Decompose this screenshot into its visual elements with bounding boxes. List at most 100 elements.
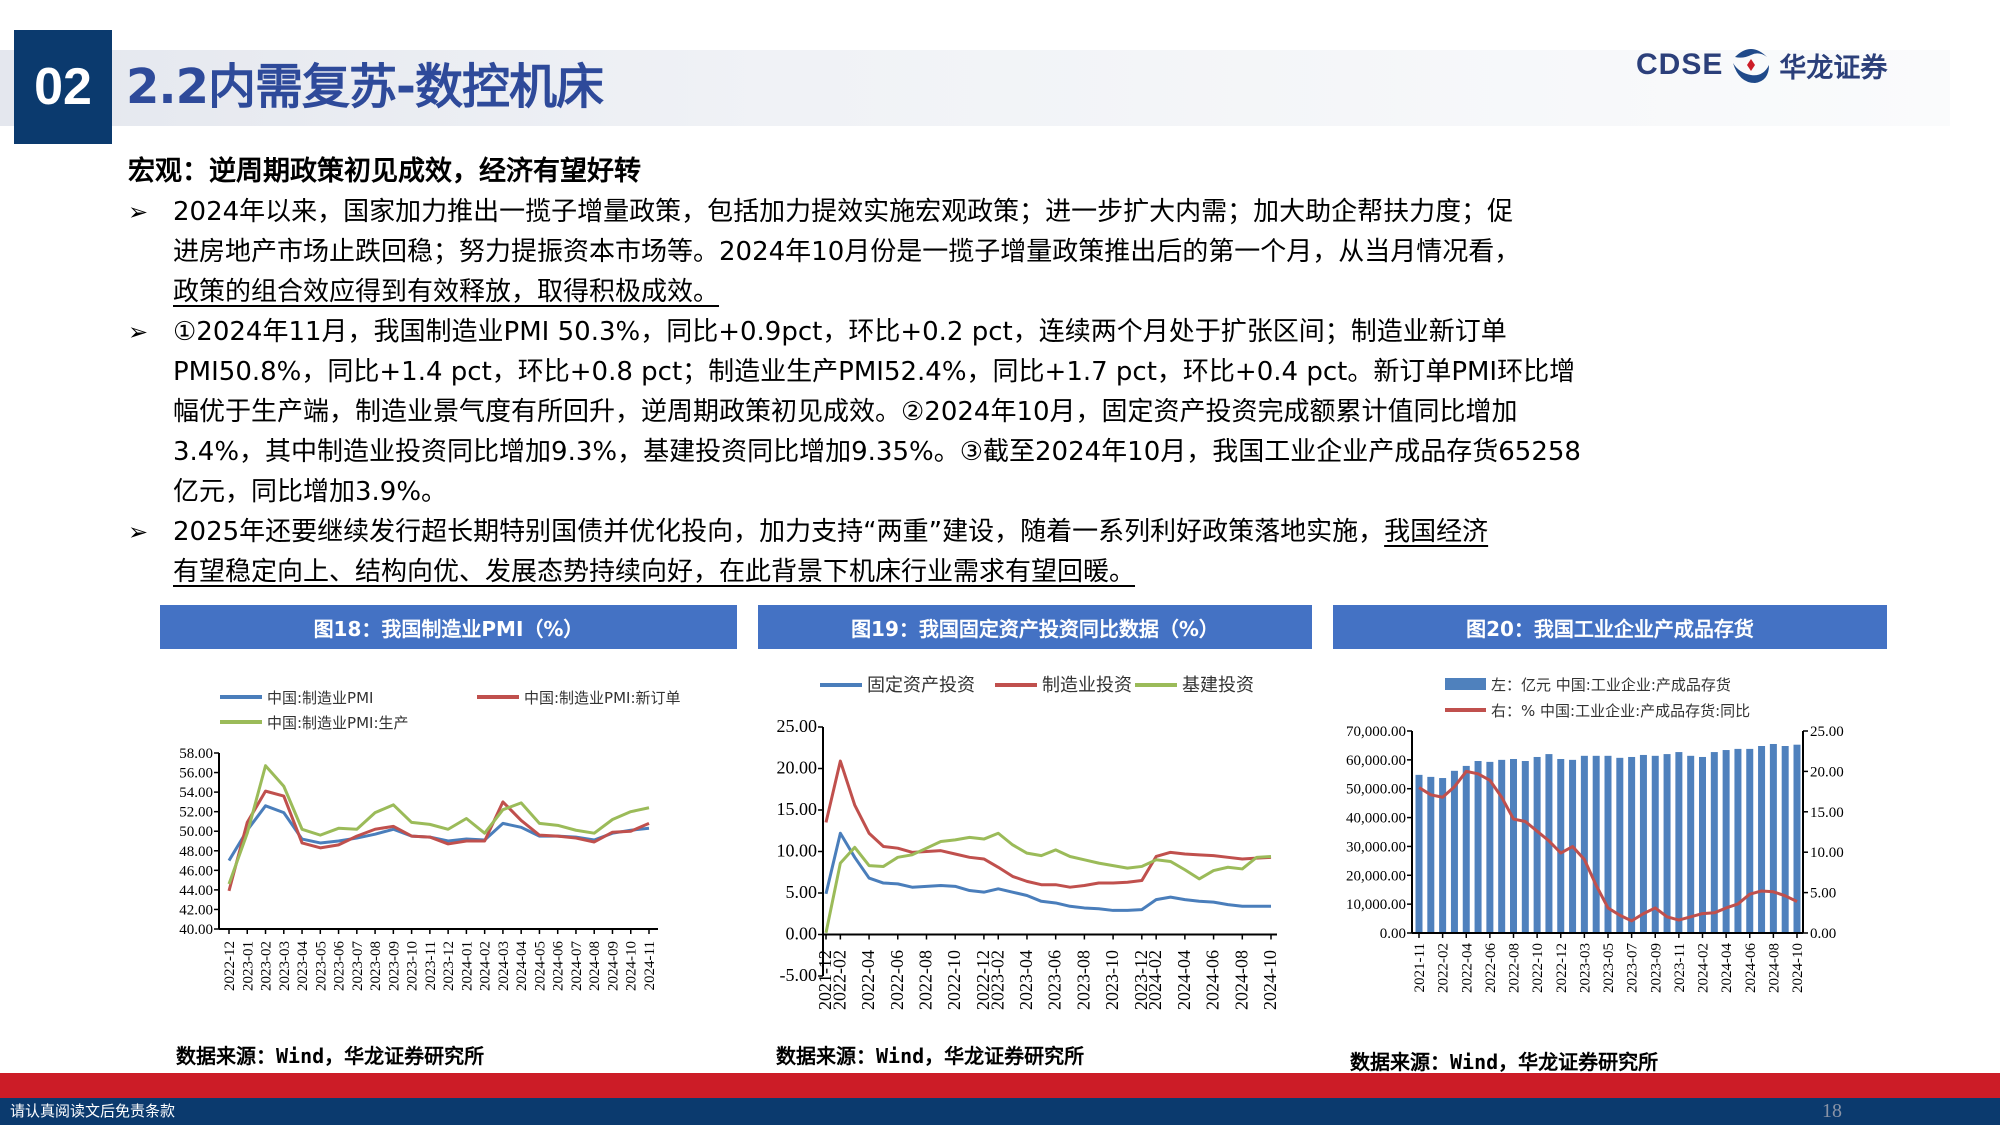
x-tick-label: 2022-02 bbox=[829, 950, 849, 1010]
series-line-2 bbox=[227, 789, 650, 892]
bullet-line: 进房地产市场止跌回稳；努力提振资本市场等。2024年10月份是一揽子增量政策推出… bbox=[173, 232, 1888, 272]
bullet-line: 2025年还要继续发行超长期特别国债并优化投向，加力支持“两重”建设，随着一系列… bbox=[173, 512, 1888, 552]
disclaimer-link[interactable]: 请认真阅读文后免责条款 bbox=[10, 1102, 176, 1120]
x-tick-label: 2023-06 bbox=[1045, 950, 1065, 1010]
x-tick-label: 2023-11 bbox=[423, 941, 439, 990]
legend-label: 固定资产投资 bbox=[867, 675, 975, 696]
x-tick-label: 2022-08 bbox=[915, 950, 935, 1010]
y-tick-label: 46.00 bbox=[179, 863, 213, 879]
bar bbox=[1498, 759, 1506, 933]
footer-navy-band bbox=[0, 1098, 2000, 1125]
bullet-line: ①2024年11月，我国制造业PMI 50.3%，同比+0.9pct，环比+0.… bbox=[173, 312, 1888, 352]
y-left-tick-label: 0.00 bbox=[1380, 926, 1406, 942]
text-segment: 2025年还要继续发行超长期特别国债并优化投向，加力支持“两重”建设，随着一系列… bbox=[173, 517, 1385, 547]
y-left-tick-label: 20,000.00 bbox=[1346, 868, 1406, 884]
x-tick-label: 2023-06 bbox=[332, 941, 348, 991]
bar bbox=[1462, 765, 1470, 933]
x-tick-label: 2023-09 bbox=[386, 941, 402, 991]
bar bbox=[1722, 750, 1730, 933]
data-source: 数据来源：Wind，华龙证券研究所 bbox=[776, 1044, 1085, 1068]
y-tick-label: 0.00 bbox=[786, 924, 818, 944]
y-tick-label: 56.00 bbox=[179, 766, 213, 782]
x-tick-label: 2024-01 bbox=[459, 941, 475, 991]
header-band bbox=[0, 50, 1950, 126]
section-number: 02 bbox=[14, 30, 112, 144]
x-tick-label: 2024-04 bbox=[514, 941, 530, 991]
y-tick-label: 58.00 bbox=[179, 746, 213, 762]
y-tick-label: 50.00 bbox=[179, 824, 213, 840]
text-segment-underlined: 有望稳定向上、结构向优、发展态势持续向好，在此背景下机床行业需求有望回暖。 bbox=[173, 557, 1136, 587]
x-tick-label: 2024-02 bbox=[478, 941, 494, 991]
bullet-line: 亿元，同比增加3.9%。 bbox=[173, 472, 1888, 512]
series-line-3 bbox=[227, 764, 650, 885]
arrow-bullet-icon: ➢ bbox=[128, 198, 149, 226]
bar bbox=[1793, 744, 1801, 933]
x-tick-label: 2022-12 bbox=[973, 950, 993, 1010]
text-segment-underlined: 政策的组合效应得到有效释放，取得积极成效。 bbox=[173, 277, 720, 307]
text-segment: 3.4%，其中制造业投资同比增加9.3%，基建投资同比增加9.35%。③截至20… bbox=[173, 437, 1581, 467]
y-tick-label: 52.00 bbox=[179, 805, 213, 821]
y-right-tick-label: 20.00 bbox=[1810, 764, 1844, 780]
y-left-tick-label: 60,000.00 bbox=[1346, 753, 1406, 769]
bullet-line: 2024年以来，国家加力推出一揽子增量政策，包括加力提效实施宏观政策；进一步扩大… bbox=[173, 192, 1888, 232]
bar bbox=[1781, 746, 1789, 933]
bar bbox=[1616, 757, 1624, 933]
bar bbox=[1474, 761, 1482, 933]
bar bbox=[1604, 755, 1612, 933]
legend-label: 制造业投资 bbox=[1042, 675, 1132, 696]
bar bbox=[1592, 755, 1600, 933]
x-tick-label: 2022-04 bbox=[858, 950, 878, 1010]
x-tick-label: 2023-04 bbox=[1016, 950, 1036, 1010]
y-right-tick-label: 10.00 bbox=[1810, 845, 1844, 861]
text-segment-underlined: 我国经济 bbox=[1384, 517, 1489, 547]
x-tick-label: 2024-04 bbox=[1719, 943, 1735, 993]
text-segment: 进房地产市场止跌回稳；努力提振资本市场等。2024年10月份是一揽子增量政策推出… bbox=[173, 237, 1521, 267]
x-tick-label: 2022-02 bbox=[1436, 943, 1452, 993]
legend-label: 左：亿元 中国:工业企业:产成品存货 bbox=[1491, 676, 1731, 694]
bullet-line: PMI50.8%，同比+1.4 pct，环比+0.8 pct；制造业生产PMI5… bbox=[173, 352, 1888, 392]
text-segment: 2024年以来，国家加力推出一揽子增量政策，包括加力提效实施宏观政策；进一步扩大… bbox=[173, 197, 1514, 227]
bullet-1: ➢ 2024年以来，国家加力推出一揽子增量政策，包括加力提效实施宏观政策；进一步… bbox=[128, 192, 1888, 312]
bar bbox=[1521, 761, 1529, 933]
x-tick-label: 2024-10 bbox=[624, 941, 640, 991]
y-tick-label: 44.00 bbox=[179, 883, 213, 899]
bullet-line: 幅优于生产端，制造业景气度有所回升，逆周期政策初见成效。②2024年10月，固定… bbox=[173, 392, 1888, 432]
x-tick-label: 2024-10 bbox=[1790, 943, 1806, 993]
x-tick-label: 2024-08 bbox=[1231, 950, 1251, 1010]
bullet-line: 政策的组合效应得到有效释放，取得积极成效。 bbox=[173, 272, 1888, 312]
legend-label: 中国:制造业PMI:生产 bbox=[267, 714, 409, 732]
text-segment: ①2024年11月，我国制造业PMI 50.3%，同比+0.9pct，环比+0.… bbox=[173, 317, 1507, 347]
x-tick-label: 2021-12 bbox=[815, 950, 835, 1010]
y-left-tick-label: 40,000.00 bbox=[1346, 811, 1406, 827]
x-tick-label: 2023-07 bbox=[350, 941, 366, 991]
x-tick-label: 2022-06 bbox=[1483, 943, 1499, 993]
x-tick-label: 2023-04 bbox=[295, 941, 311, 991]
x-tick-label: 2024-03 bbox=[496, 941, 512, 991]
bar bbox=[1758, 746, 1766, 933]
x-tick-label: 2021-11 bbox=[1412, 943, 1428, 992]
bar bbox=[1734, 748, 1742, 933]
y-left-tick-label: 70,000.00 bbox=[1346, 724, 1406, 740]
arrow-bullet-icon: ➢ bbox=[128, 518, 149, 546]
x-tick-label: 2024-11 bbox=[642, 941, 658, 990]
footer-red-band bbox=[0, 1073, 2000, 1098]
chart-caption-pmi: 图18：我国制造业PMI（%） bbox=[160, 605, 737, 649]
x-tick-label: 2024-10 bbox=[1260, 950, 1280, 1010]
x-tick-label: 2022-04 bbox=[1459, 943, 1475, 993]
y-tick-label: 40.00 bbox=[179, 922, 213, 938]
x-tick-label: 2023-03 bbox=[277, 941, 293, 991]
x-tick-label: 2022-10 bbox=[1530, 943, 1546, 993]
text-segment: 亿元，同比增加3.9%。 bbox=[173, 477, 448, 507]
y-left-tick-label: 30,000.00 bbox=[1346, 839, 1406, 855]
bar bbox=[1580, 755, 1588, 933]
y-right-tick-label: 15.00 bbox=[1810, 805, 1844, 821]
x-tick-label: 2023-11 bbox=[1672, 943, 1688, 992]
x-tick-label: 2024-08 bbox=[587, 941, 603, 991]
bar bbox=[1415, 774, 1423, 933]
x-tick-label: 2024-02 bbox=[1145, 950, 1165, 1010]
x-tick-label: 2024-05 bbox=[532, 941, 548, 991]
bullet-line: 有望稳定向上、结构向优、发展态势持续向好，在此背景下机床行业需求有望回暖。 bbox=[173, 552, 1888, 592]
y-tick-label: 10.00 bbox=[777, 841, 818, 861]
x-tick-label: 2023-02 bbox=[259, 941, 275, 991]
bar bbox=[1663, 754, 1671, 933]
